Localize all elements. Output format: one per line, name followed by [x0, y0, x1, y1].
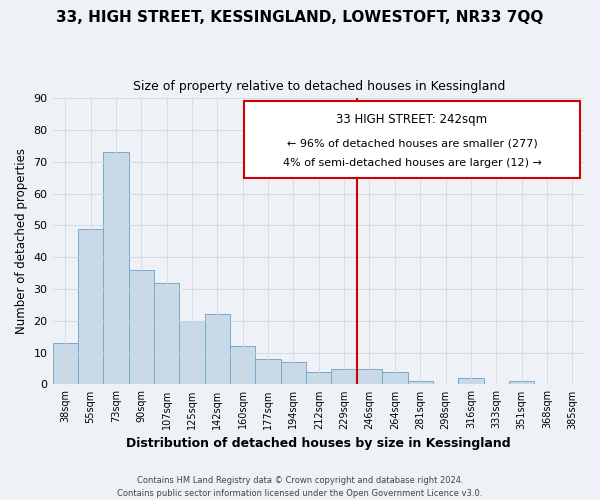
Bar — [458, 378, 484, 384]
Bar — [407, 382, 433, 384]
Text: 33 HIGH STREET: 242sqm: 33 HIGH STREET: 242sqm — [337, 112, 488, 126]
Bar — [205, 314, 230, 384]
Title: Size of property relative to detached houses in Kessingland: Size of property relative to detached ho… — [133, 80, 505, 93]
X-axis label: Distribution of detached houses by size in Kessingland: Distribution of detached houses by size … — [127, 437, 511, 450]
Bar — [382, 372, 407, 384]
Bar — [357, 368, 382, 384]
Bar — [281, 362, 306, 384]
Text: 4% of semi-detached houses are larger (12) →: 4% of semi-detached houses are larger (1… — [283, 158, 541, 168]
Bar — [230, 346, 256, 385]
Bar — [128, 270, 154, 384]
Bar — [103, 152, 128, 384]
Bar — [306, 372, 331, 384]
Bar — [179, 321, 205, 384]
Bar — [53, 343, 78, 384]
Text: 33, HIGH STREET, KESSINGLAND, LOWESTOFT, NR33 7QQ: 33, HIGH STREET, KESSINGLAND, LOWESTOFT,… — [56, 10, 544, 25]
Bar — [509, 382, 534, 384]
FancyBboxPatch shape — [244, 101, 580, 178]
Bar — [331, 368, 357, 384]
Bar — [78, 228, 103, 384]
Y-axis label: Number of detached properties: Number of detached properties — [15, 148, 28, 334]
Bar — [256, 359, 281, 384]
Bar — [154, 282, 179, 384]
Text: Contains HM Land Registry data © Crown copyright and database right 2024.
Contai: Contains HM Land Registry data © Crown c… — [118, 476, 482, 498]
Text: ← 96% of detached houses are smaller (277): ← 96% of detached houses are smaller (27… — [287, 138, 538, 148]
